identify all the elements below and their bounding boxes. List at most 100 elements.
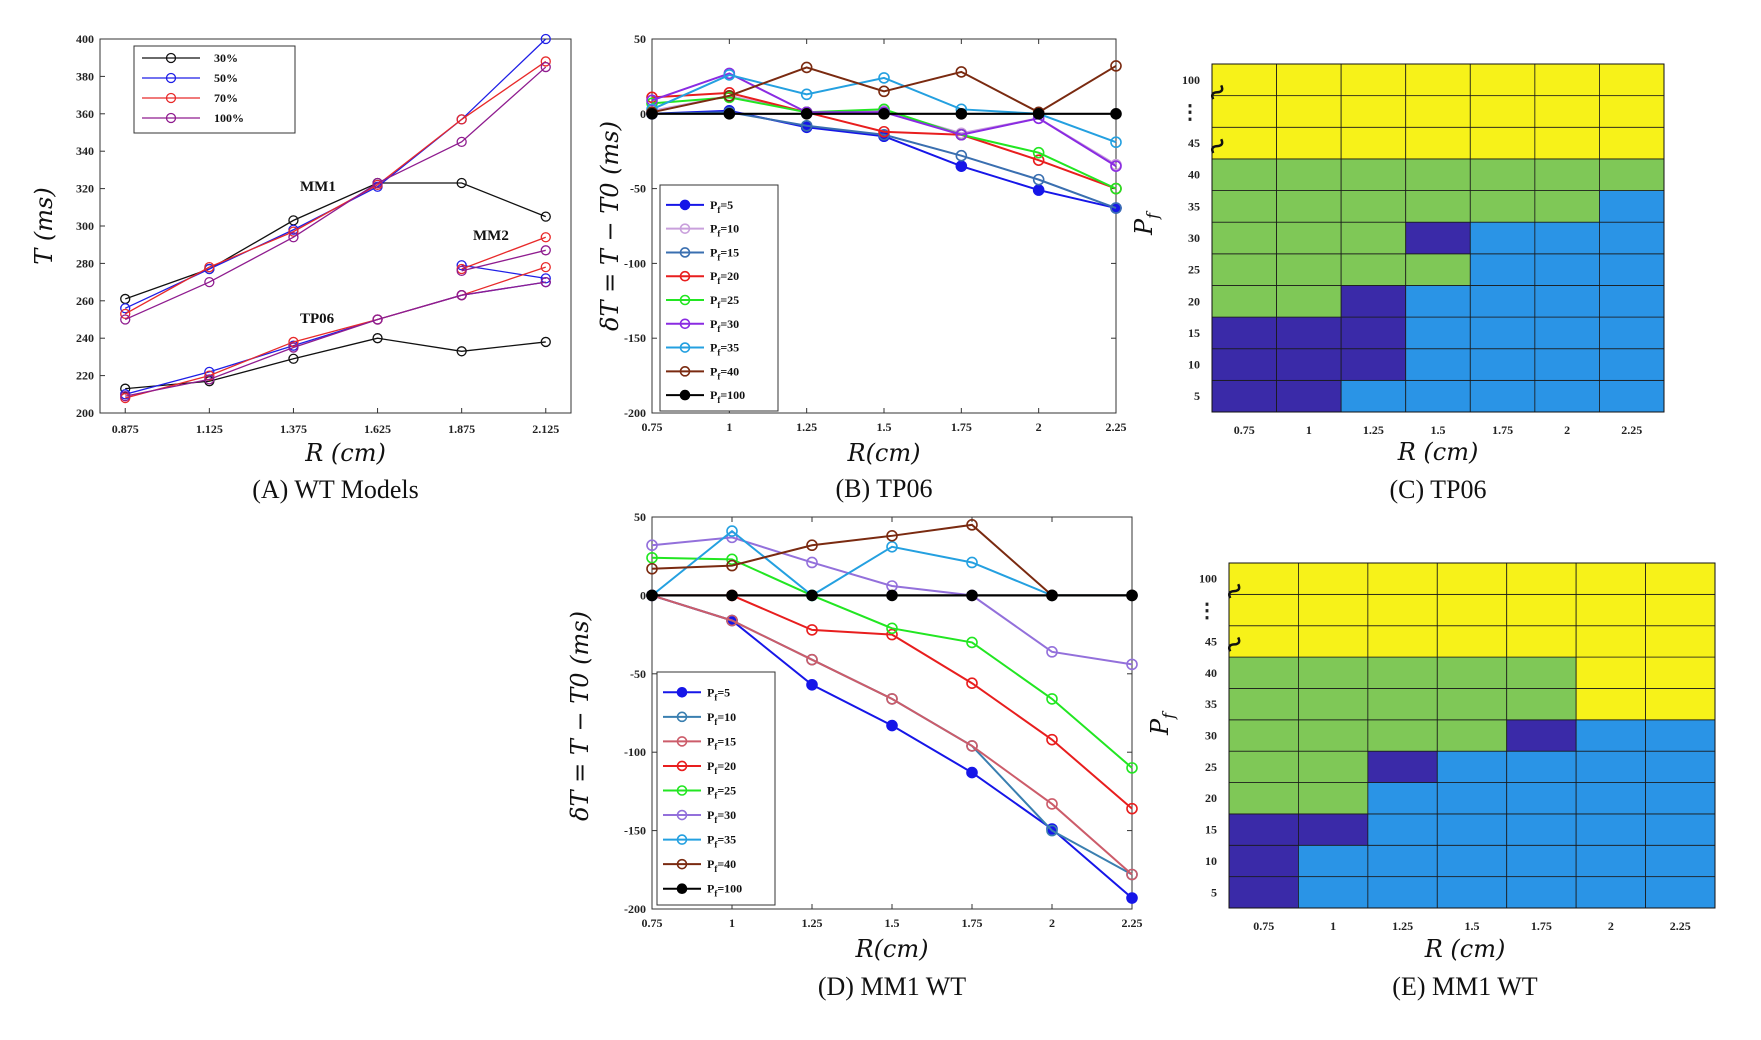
cell-pf-15-r-1-25	[1340, 316, 1407, 350]
cell-pf-20-r-0-75	[1211, 285, 1277, 318]
data-point-pf-25	[1126, 762, 1138, 774]
legend-label: Pf=35	[710, 341, 739, 358]
cell-pf-30-r-2-25	[1599, 221, 1665, 255]
cell-pf-10-r-1-75	[1469, 348, 1536, 381]
y-tick-label: -200	[624, 406, 646, 420]
cell-pf-35-r-2	[1534, 190, 1600, 223]
cell-pf-100-r-1	[1276, 63, 1342, 97]
cell-pf-dots-r-1-75	[1506, 593, 1577, 627]
cell-pf-20-r-2	[1534, 285, 1600, 318]
series-line-mm1-30	[125, 182, 547, 300]
legend-label: Pf=30	[707, 808, 736, 825]
cell-pf-30-r-2	[1575, 719, 1646, 752]
cell-pf-45-r-1-25	[1340, 126, 1407, 160]
cell-pf-25-r-0-75	[1211, 253, 1277, 286]
cell-pf-dots-r-1	[1276, 95, 1342, 128]
data-point-pf-30	[1126, 658, 1138, 671]
cell-pf-40-r-1	[1298, 656, 1369, 689]
cell-pf-35-r-1-25	[1340, 190, 1407, 223]
series-line-pf-30	[651, 536, 1133, 666]
data-point-pf-15	[1110, 202, 1122, 214]
y-tick-label: -150	[624, 824, 646, 838]
cell-pf-25-r-1-5	[1436, 750, 1508, 783]
data-point-pf-35	[878, 72, 890, 84]
data-point-tp06-100	[456, 290, 467, 301]
y-tick-label: 300	[76, 219, 94, 233]
cell-pf-15-r-1-75	[1469, 316, 1536, 350]
cell-pf-100-r-0-75	[1228, 562, 1299, 595]
cell-pf-30-r-2-25	[1645, 719, 1716, 752]
x-tick-label: 2	[1564, 423, 1570, 437]
cell-pf-35-r-1-75	[1469, 190, 1536, 223]
y-tick-label: 340	[76, 144, 94, 158]
data-point-pf-40	[966, 519, 978, 531]
cell-pf-20-r-0-75	[1228, 782, 1299, 815]
panel-wt-models: 200 220 240 260 280 300 320 340 360 380 400 0.875 1.…	[30, 32, 572, 504]
cell-pf-30-r-1-5	[1405, 221, 1471, 255]
cell-pf-dots-r-2-25	[1599, 95, 1665, 128]
legend-label: Pf=20	[707, 759, 736, 776]
caption: (C) TP06	[1389, 475, 1486, 504]
data-point-pf-100	[955, 108, 968, 120]
legend-marker	[679, 318, 691, 330]
cell-pf-10-r-1-25	[1340, 348, 1407, 381]
data-point-pf-40	[878, 85, 890, 98]
y-tick-label: 100	[1182, 73, 1200, 87]
y-tick-label: -50	[630, 667, 646, 681]
data-point-pf-35	[726, 525, 738, 537]
data-point-pf-15	[726, 614, 738, 627]
data-point-pf-100	[800, 108, 813, 120]
y-tick-label: 100	[1199, 572, 1217, 586]
data-point-mm2-70	[540, 232, 551, 243]
cell-pf-20-r-1-75	[1469, 285, 1536, 318]
y-tick-label: 280	[76, 256, 94, 270]
cell-pf-15-r-2-25	[1645, 813, 1716, 846]
y-tick-label: 360	[76, 107, 94, 121]
cell-pf-5-r-2	[1534, 379, 1600, 413]
x-tick-label: 1.75	[1492, 423, 1513, 437]
data-point-pf-5	[1126, 892, 1138, 904]
data-point-mm1-70	[288, 226, 299, 237]
data-point-pf-25	[646, 551, 658, 564]
legend-marker	[676, 760, 688, 772]
data-point-mm2-50	[540, 273, 551, 284]
data-point-mm1-100	[540, 61, 551, 73]
x-tick-label: 2.25	[1106, 420, 1127, 434]
cell-pf-5-r-0-75	[1228, 876, 1299, 909]
cell-pf-30-r-1	[1298, 719, 1369, 752]
data-point-pf-5	[1032, 184, 1045, 196]
cell-pf-10-r-1-75	[1506, 844, 1577, 878]
data-point-pf-35	[800, 88, 813, 101]
cell-pf-10-r-2-25	[1645, 844, 1716, 878]
cell-pf-5-r-1-5	[1405, 379, 1471, 413]
legend-marker	[165, 112, 177, 124]
cell-pf-5-r-1-25	[1367, 876, 1438, 909]
data-point-pf-15	[1126, 868, 1138, 881]
cell-pf-100-r-1-5	[1405, 63, 1471, 97]
data-point-mm1-50	[120, 303, 131, 314]
cell-pf-100-r-1-75	[1506, 562, 1577, 595]
cell-pf-30-r-1-25	[1340, 221, 1407, 255]
data-point-pf-5	[966, 766, 978, 779]
cell-pf-20-r-1-5	[1436, 782, 1508, 815]
heatmap-frame	[1228, 562, 1716, 909]
data-point-pf-20	[806, 624, 818, 636]
x-tick-label: 2.125	[532, 422, 559, 436]
y-tick-label: 35	[1205, 697, 1217, 711]
cell-pf-20-r-2	[1575, 782, 1646, 815]
cell-pf-40-r-1	[1276, 158, 1342, 191]
y-axis-label: δT = T − T0 (ms)	[566, 611, 594, 821]
data-point-mm2-100	[456, 265, 467, 277]
cell-pf-dots-r-1-25	[1367, 593, 1438, 627]
y-tick-label: 25	[1188, 263, 1200, 277]
cell-pf-100-r-1-25	[1340, 63, 1407, 97]
data-point-pf-35	[966, 556, 978, 569]
y-tick-label: 10	[1188, 358, 1200, 372]
cell-pf-10-r-1	[1276, 348, 1342, 381]
cell-pf-100-r-1-25	[1367, 562, 1438, 595]
legend-label: Pf=35	[707, 833, 736, 850]
legend-label: 50%	[214, 71, 238, 85]
axis-break-icon	[1227, 583, 1241, 599]
cell-pf-5-r-1	[1298, 876, 1369, 909]
cell-pf-25-r-1-25	[1367, 750, 1438, 783]
